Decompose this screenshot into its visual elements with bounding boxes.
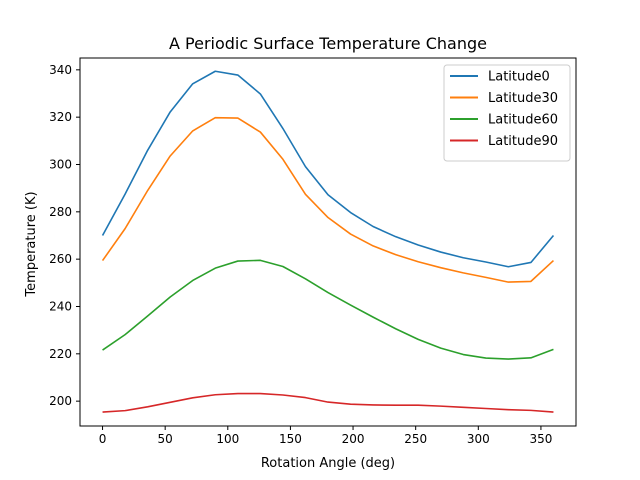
plot-area [101, 70, 555, 413]
y-tick-label: 340 [49, 63, 72, 77]
y-axis-label: Temperature (K) [24, 191, 39, 297]
x-tick-label: 200 [342, 432, 365, 446]
legend-box [443, 64, 571, 162]
y-tick-label: 260 [49, 252, 72, 266]
chart-title: A Periodic Surface Temperature Change [169, 34, 487, 53]
x-axis-label: Rotation Angle (deg) [261, 456, 395, 471]
x-tick-label: 250 [404, 432, 427, 446]
y-tick-label: 300 [49, 157, 72, 171]
legend: Latitude0 Latitude30 Latitude60 Latitude90 [443, 64, 571, 162]
y-tick-label: 320 [49, 110, 72, 124]
y-axis: 200 220 240 260 280 300 320 340 [49, 63, 80, 408]
x-tick-label: 0 [99, 432, 107, 446]
series-line-latitude90 [102, 392, 554, 413]
y-tick-label: 220 [49, 347, 72, 361]
y-tick-label: 280 [49, 205, 72, 219]
x-tick-label: 50 [158, 432, 173, 446]
legend-label-latitude0: Latitude0 [488, 70, 550, 85]
y-tick-label: 240 [49, 299, 72, 313]
axes-frame [79, 57, 577, 427]
series-line-latitude30 [101, 116, 554, 283]
series-line-latitude0 [101, 70, 555, 268]
x-tick-label: 350 [529, 432, 552, 446]
series-line-latitude60 [102, 259, 554, 360]
legend-label-latitude90: Latitude90 [488, 134, 558, 149]
y-tick-label: 200 [49, 394, 72, 408]
x-tick-label: 150 [279, 432, 302, 446]
x-axis: 0 50 100 150 200 250 300 350 [99, 426, 552, 446]
legend-label-latitude30: Latitude30 [488, 91, 558, 106]
x-tick-label: 300 [467, 432, 490, 446]
x-tick-label: 100 [216, 432, 239, 446]
legend-label-latitude60: Latitude60 [488, 113, 558, 128]
